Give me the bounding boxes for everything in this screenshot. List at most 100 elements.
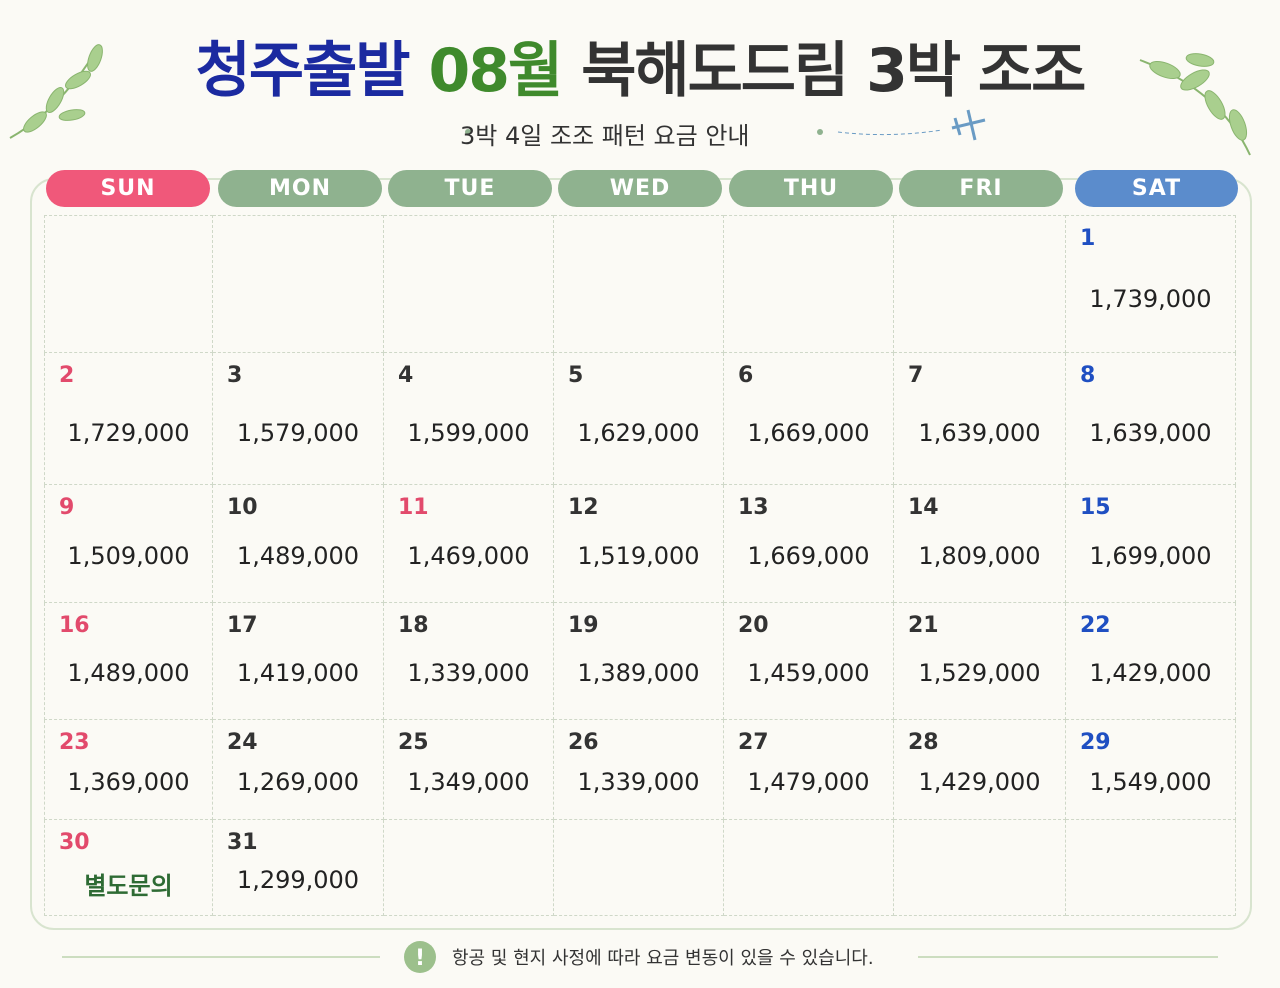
day-number: 31	[227, 830, 258, 855]
calendar-cell: 24 1,269,000	[213, 720, 384, 820]
calendar-cell	[384, 820, 554, 916]
title: 청주출발 08월 북해도드림 3박 조조	[0, 22, 1280, 109]
plane-icon	[951, 109, 986, 141]
calendar-cell: 30 별도문의	[44, 820, 213, 916]
day-number: 24	[227, 730, 258, 755]
calendar-cell: 9 1,509,000	[44, 485, 213, 603]
price: 1,489,000	[67, 659, 190, 688]
calendar-cell: 2 1,729,000	[44, 353, 213, 485]
price: 1,489,000	[236, 541, 360, 570]
day-number: 5	[568, 363, 584, 388]
day-number: 2	[59, 363, 75, 388]
price: 1,349,000	[407, 768, 530, 796]
day-number: 20	[738, 613, 769, 638]
calendar-cell: 3 1,579,000	[213, 353, 384, 485]
day-number: 10	[227, 495, 258, 520]
calendar-cell: 11 1,469,000	[384, 485, 554, 603]
title-part: 북해도드림 3박 조조	[581, 36, 1086, 106]
calendar-cell: 12 1,519,000	[554, 485, 724, 603]
calendar-cell: 4 1,599,000	[384, 353, 554, 485]
day-number: 15	[1080, 495, 1111, 520]
calendar-cell	[554, 820, 724, 916]
day-number: 9	[59, 495, 75, 520]
calendar-cell: 6 1,669,000	[724, 353, 894, 485]
day-header: TUE	[388, 170, 552, 207]
plane-path	[837, 129, 943, 136]
price: 1,299,000	[236, 866, 360, 895]
day-number: 22	[1080, 613, 1111, 638]
day-number: 18	[398, 613, 429, 638]
calendar-cell	[384, 215, 554, 353]
day-header: SUN	[46, 170, 210, 207]
day-number: 17	[227, 613, 258, 638]
day-number: 30	[59, 830, 90, 855]
calendar-cell: 5 1,629,000	[554, 353, 724, 485]
calendar-cell: 23 1,369,000	[44, 720, 213, 820]
calendar-cell	[894, 215, 1066, 353]
price: 1,429,000	[918, 768, 1041, 796]
price: 1,809,000	[918, 541, 1041, 570]
calendar-cell: 21 1,529,000	[894, 603, 1066, 720]
calendar-cell: 20 1,459,000	[724, 603, 894, 720]
day-header: FRI	[899, 170, 1063, 207]
calendar-cell: 27 1,479,000	[724, 720, 894, 820]
leaf-left	[9, 44, 103, 139]
price: 1,529,000	[918, 659, 1041, 688]
calendar-cell: 18 1,339,000	[384, 603, 554, 720]
price: 1,339,000	[577, 768, 700, 796]
calendar-cell: 14 1,809,000	[894, 485, 1066, 603]
leaf-right	[1139, 53, 1251, 156]
price: 1,599,000	[407, 419, 530, 447]
price: 1,339,000	[407, 659, 530, 688]
price: 1,479,000	[747, 768, 870, 796]
price: 1,639,000	[1089, 419, 1212, 447]
price: 1,519,000	[577, 541, 700, 570]
calendar-cell	[44, 215, 213, 353]
day-number: 3	[227, 363, 243, 388]
calendar-cell: 22 1,429,000	[1066, 603, 1236, 720]
day-header: WED	[558, 170, 722, 207]
price: 1,269,000	[236, 768, 360, 796]
day-number: 11	[398, 495, 429, 520]
day-number: 7	[908, 363, 924, 388]
price: 1,369,000	[67, 768, 190, 796]
calendar-cell: 28 1,429,000	[894, 720, 1066, 820]
day-number: 12	[568, 495, 599, 520]
calendar-cell: 16 1,489,000	[44, 603, 213, 720]
alert-icon	[404, 941, 436, 973]
price: 1,629,000	[577, 419, 700, 447]
title-part: 08월	[428, 36, 563, 106]
price: 1,429,000	[1089, 659, 1212, 688]
calendar-cell: 1 1,739,000	[1066, 215, 1236, 353]
footer-note: 항공 및 현지 사정에 따라 요금 변동이 있을 수 있습니다.	[452, 948, 874, 969]
price: 1,729,000	[67, 419, 190, 447]
day-number: 14	[908, 495, 939, 520]
price: 1,669,000	[747, 541, 870, 570]
day-number: 4	[398, 363, 414, 388]
price: 1,549,000	[1089, 768, 1212, 796]
price: 1,669,000	[747, 419, 870, 447]
day-number: 26	[568, 730, 599, 755]
price: 1,389,000	[577, 659, 700, 688]
calendar-cell	[724, 215, 894, 353]
price: 1,639,000	[918, 419, 1041, 447]
calendar-cell	[213, 215, 384, 353]
day-number: 6	[738, 363, 754, 388]
subtitle: 3박 4일 조조 패턴 요금 안내	[460, 122, 750, 150]
day-number: 27	[738, 730, 769, 755]
day-number: 8	[1080, 363, 1096, 388]
calendar-cell: 25 1,349,000	[384, 720, 554, 820]
price: 1,739,000	[1089, 285, 1212, 313]
calendar-cell: 26 1,339,000	[554, 720, 724, 820]
calendar-cell	[1066, 820, 1236, 916]
day-header: THU	[729, 170, 893, 207]
day-number: 23	[59, 730, 90, 755]
calendar-cell: 10 1,489,000	[213, 485, 384, 603]
day-number: 28	[908, 730, 939, 755]
calendar-cell: 19 1,389,000	[554, 603, 724, 720]
price: 1,579,000	[236, 419, 360, 447]
dot	[817, 129, 823, 135]
title-part: 청주출발	[195, 36, 411, 106]
day-number: 29	[1080, 730, 1111, 755]
